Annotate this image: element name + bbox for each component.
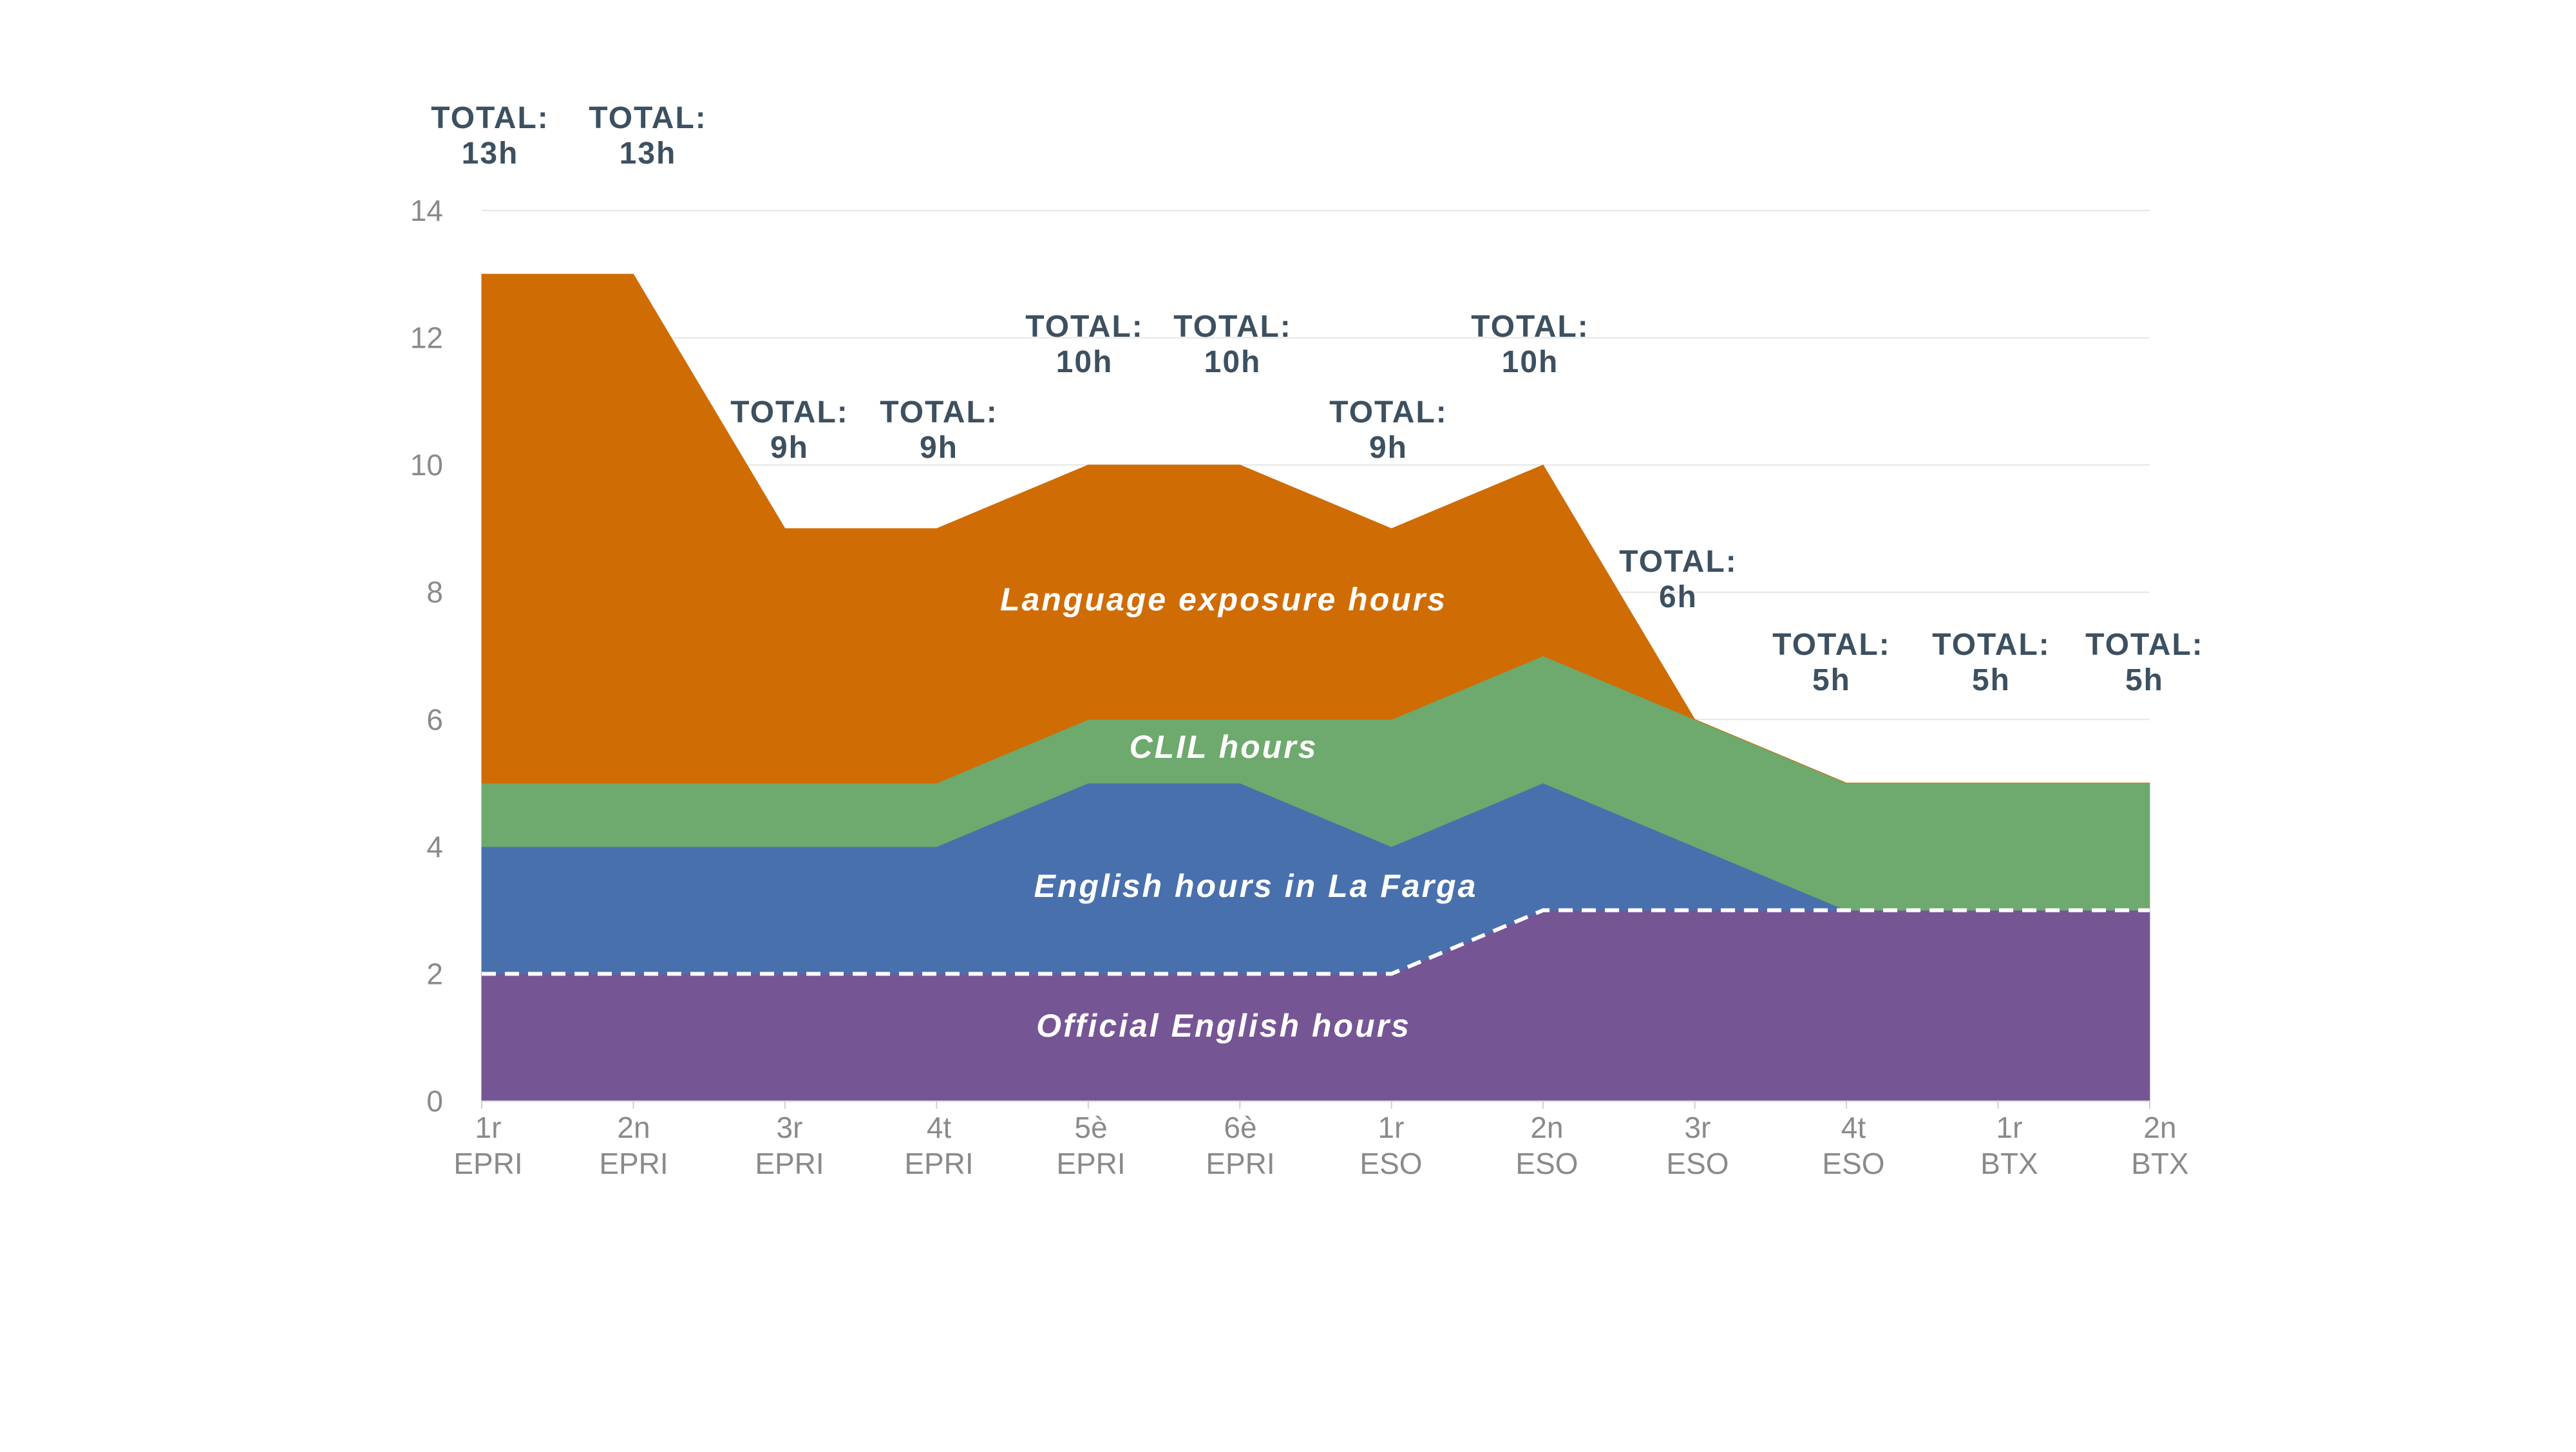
area-language-exposure-hours xyxy=(481,274,2150,784)
x-tick-label-line1: 2n xyxy=(617,1111,650,1144)
y-tick-label: 14 xyxy=(410,194,443,227)
total-label-line1: TOTAL: xyxy=(1772,628,1891,662)
y-tick-label: 12 xyxy=(410,321,443,355)
total-label-line1: TOTAL: xyxy=(1025,310,1144,344)
x-tick-label-line2: ESO xyxy=(1666,1147,1728,1180)
series-label-clil-hours: CLIL hours xyxy=(1130,729,1318,765)
y-tick-label: 2 xyxy=(426,957,443,990)
x-tick-label-line1: 2n xyxy=(2143,1111,2176,1144)
x-tick-label-line2: ESO xyxy=(1822,1147,1884,1180)
x-tick-label-line2: EPRI xyxy=(1206,1147,1274,1180)
total-label-line1: TOTAL: xyxy=(589,101,707,135)
x-tick-label-line1: 3r xyxy=(1685,1111,1711,1144)
x-tick-label-line2: ESO xyxy=(1515,1147,1578,1180)
total-label-value: 10h xyxy=(1204,345,1262,379)
total-label-value: 13h xyxy=(620,137,677,171)
x-tick-label-line2: BTX xyxy=(2131,1147,2188,1180)
x-tick-label-line1: 1r xyxy=(1378,1111,1405,1144)
total-label-line1: TOTAL: xyxy=(1932,628,2050,662)
series-label-official-english-hours: Official English hours xyxy=(1036,1008,1411,1044)
total-label-value: 6h xyxy=(1659,580,1698,614)
x-tick-label-line2: EPRI xyxy=(599,1147,668,1180)
y-tick-label: 4 xyxy=(426,830,443,863)
x-tick-label-line1: 3r xyxy=(777,1111,803,1144)
x-tick-label-line2: EPRI xyxy=(1056,1147,1125,1180)
total-label-value: 10h xyxy=(1502,345,1559,379)
total-label-line1: TOTAL: xyxy=(880,395,998,429)
x-tick-label-line1: 4t xyxy=(927,1111,952,1144)
series-label-language-exposure-hours: Language exposure hours xyxy=(1000,581,1447,618)
total-label-value: 10h xyxy=(1056,345,1113,379)
total-label-value: 5h xyxy=(2125,663,2164,697)
y-tick-label: 10 xyxy=(410,448,443,482)
total-label-line1: TOTAL: xyxy=(1329,395,1448,429)
x-tick-label-line2: ESO xyxy=(1359,1147,1422,1180)
x-tick-label-line1: 5è xyxy=(1074,1111,1107,1144)
total-label-value: 13h xyxy=(462,137,519,171)
total-label-line1: TOTAL: xyxy=(2085,628,2204,662)
x-tick-label-line2: EPRI xyxy=(755,1147,824,1180)
total-label-line1: TOTAL: xyxy=(1619,545,1738,579)
total-label-value: 9h xyxy=(920,431,958,465)
x-tick-label-line1: 1r xyxy=(1996,1111,2023,1144)
x-tick-label-line1: 1r xyxy=(475,1111,502,1144)
x-tick-label-line1: 4t xyxy=(1841,1111,1866,1144)
x-tick-label-line2: EPRI xyxy=(453,1147,522,1180)
series-label-english-hours-in-la-farga: English hours in La Farga xyxy=(1034,868,1478,904)
y-tick-label: 8 xyxy=(426,576,443,609)
total-label-value: 5h xyxy=(1972,663,2011,697)
x-tick-label-line2: BTX xyxy=(1980,1147,2038,1180)
x-tick-label-line1: 2n xyxy=(1530,1111,1563,1144)
total-label-value: 9h xyxy=(770,431,809,465)
total-label-line1: TOTAL: xyxy=(1173,310,1292,344)
x-tick-label-line1: 6è xyxy=(1224,1111,1256,1144)
y-tick-label: 6 xyxy=(426,702,443,736)
official-hours-dashed-line xyxy=(482,908,2150,976)
total-label-value: 5h xyxy=(1812,663,1851,697)
total-label-value: 9h xyxy=(1369,431,1408,465)
x-tick-label-line2: EPRI xyxy=(904,1147,973,1180)
total-label-line1: TOTAL: xyxy=(1471,310,1589,344)
total-label-line1: TOTAL: xyxy=(730,395,849,429)
total-label-line1: TOTAL: xyxy=(431,101,549,135)
y-tick-label: 0 xyxy=(426,1084,443,1118)
